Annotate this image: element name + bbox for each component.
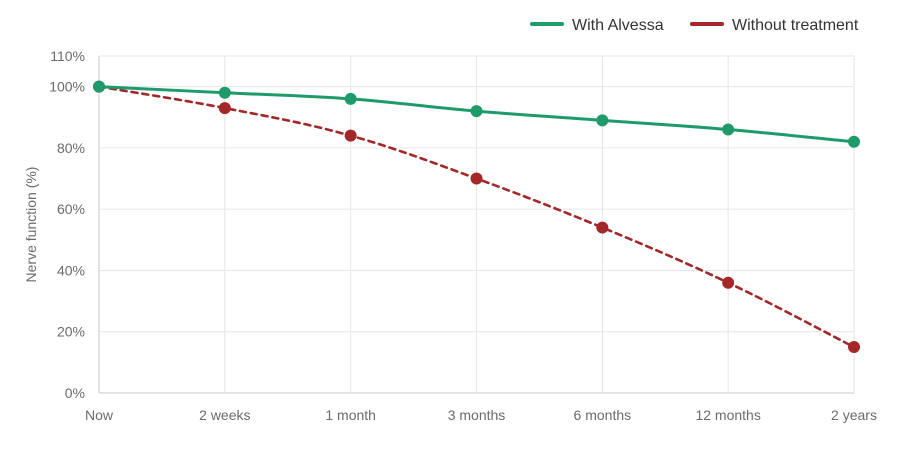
x-tick-label-1-month: 1 month <box>325 407 376 423</box>
x-tick-label-12-months: 12 months <box>695 407 760 423</box>
data-point-without-treatment-12-months[interactable] <box>722 276 735 289</box>
y-tick-label-100: 100% <box>49 79 85 95</box>
y-tick-label-60: 60% <box>57 201 85 217</box>
data-point-without-treatment-3-months[interactable] <box>470 172 483 185</box>
x-tick-label-6-months: 6 months <box>574 407 632 423</box>
y-tick-label-40: 40% <box>57 262 85 278</box>
data-point-with-alvessa-2-years[interactable] <box>848 135 860 148</box>
data-point-with-alvessa-12-months[interactable] <box>722 123 735 136</box>
legend-label-without-treatment: Without treatment <box>732 17 859 34</box>
grid <box>99 55 855 393</box>
axes: 0% 20% 40% 60% 80% 100% 110% Now 2 weeks 1 month 3… <box>49 48 877 423</box>
legend: With Alvessa Without treatment <box>530 17 859 34</box>
series-points <box>93 80 860 354</box>
x-tick-label-2-weeks: 2 weeks <box>199 407 250 423</box>
y-tick-label-20: 20% <box>57 324 85 340</box>
y-tick-label-110: 110% <box>50 48 85 64</box>
data-point-without-treatment-2-weeks[interactable] <box>218 102 231 115</box>
legend-label-with-alvessa: With Alvessa <box>572 17 664 34</box>
legend-item-without-treatment[interactable]: Without treatment <box>690 17 859 34</box>
y-tick-label-0: 0% <box>65 385 85 401</box>
data-point-with-alvessa-6-months[interactable] <box>596 114 609 127</box>
legend-item-with-alvessa[interactable]: With Alvessa <box>530 17 664 34</box>
x-tick-label-now: Now <box>85 407 114 423</box>
data-point-without-treatment-6-months[interactable] <box>596 221 609 234</box>
data-point-without-treatment-1-month[interactable] <box>344 129 357 142</box>
data-point-with-alvessa-2-weeks[interactable] <box>218 86 231 99</box>
y-axis-title: Nerve function (%) <box>23 167 39 283</box>
data-point-with-alvessa-3-months[interactable] <box>470 105 483 118</box>
data-point-with-alvessa-now[interactable] <box>93 80 105 93</box>
data-point-with-alvessa-1-month[interactable] <box>344 92 357 105</box>
x-tick-label-3-months: 3 months <box>448 407 506 423</box>
x-tick-label-2-years: 2 years <box>831 407 877 423</box>
y-tick-label-80: 80% <box>57 140 85 156</box>
data-point-without-treatment-2-years[interactable] <box>848 341 860 354</box>
